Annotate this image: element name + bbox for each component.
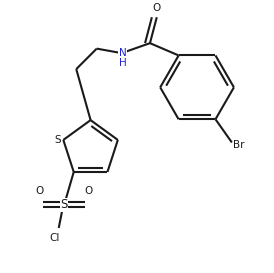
Text: Br: Br <box>233 140 245 150</box>
Text: N: N <box>119 48 127 58</box>
Text: O: O <box>36 186 44 196</box>
Text: O: O <box>85 186 93 196</box>
Text: S: S <box>55 135 61 145</box>
Text: S: S <box>61 198 68 211</box>
Text: O: O <box>153 3 161 13</box>
Text: Cl: Cl <box>49 233 60 244</box>
Text: H: H <box>119 58 127 68</box>
